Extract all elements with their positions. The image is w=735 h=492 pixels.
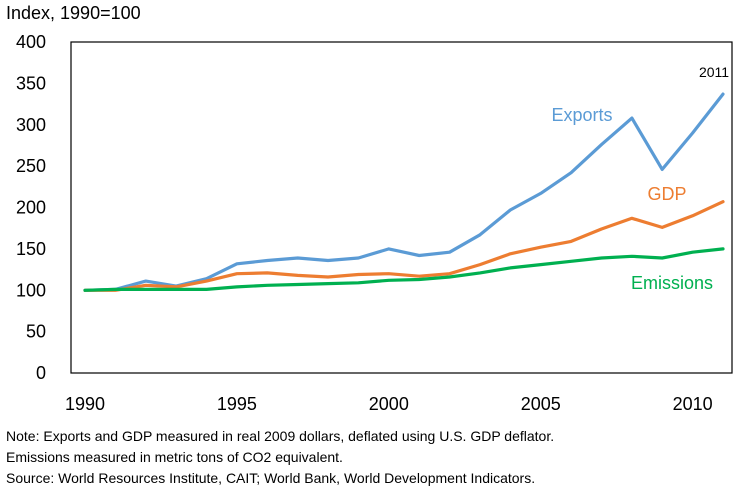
y-tick-label: 200 bbox=[16, 198, 46, 218]
x-tick-label: 2005 bbox=[521, 394, 561, 414]
line-chart: 0 50 100 150 200 250 300 350 400 1990 1995 2000 2005… bbox=[16, 32, 733, 414]
annotation-label: 2011 bbox=[699, 64, 729, 80]
series-labels: Exports GDP Emissions 2011 bbox=[551, 64, 729, 293]
series-lines bbox=[83, 92, 725, 292]
x-tick-label: 1990 bbox=[65, 394, 105, 414]
x-tick-label: 2000 bbox=[369, 394, 409, 414]
series-label-gdp: GDP bbox=[647, 184, 686, 204]
y-tick-label: 300 bbox=[16, 115, 46, 135]
chart-notes: Note: Exports and GDP measured in real 2… bbox=[6, 426, 554, 489]
axes: 0 50 100 150 200 250 300 350 400 1990 1995 2000 2005… bbox=[16, 32, 733, 414]
y-tick-label: 50 bbox=[26, 322, 46, 342]
y-tick-label: 100 bbox=[16, 280, 46, 300]
series-line-emissions bbox=[83, 247, 725, 292]
note-line-1: Note: Exports and GDP measured in real 2… bbox=[6, 428, 555, 444]
series-line-gdp bbox=[83, 200, 725, 292]
y-tick-label: 250 bbox=[16, 156, 46, 176]
y-tick-label: 150 bbox=[16, 239, 46, 259]
series-label-emissions: Emissions bbox=[631, 273, 713, 293]
series-line-exports bbox=[83, 92, 725, 292]
x-tick-label: 2010 bbox=[673, 394, 713, 414]
x-tick-label: 1995 bbox=[217, 394, 257, 414]
y-tick-label: 350 bbox=[16, 73, 46, 93]
note-line-2: Emissions measured in metric tons of CO2… bbox=[6, 449, 343, 465]
plot-frame bbox=[70, 41, 733, 374]
series-label-exports: Exports bbox=[551, 105, 612, 125]
note-line-3: Source: World Resources Institute, CAIT;… bbox=[6, 470, 536, 486]
y-tick-label: 0 bbox=[36, 363, 46, 383]
y-tick-label: 400 bbox=[16, 32, 46, 52]
y-axis-label: Index, 1990=100 bbox=[6, 3, 141, 23]
